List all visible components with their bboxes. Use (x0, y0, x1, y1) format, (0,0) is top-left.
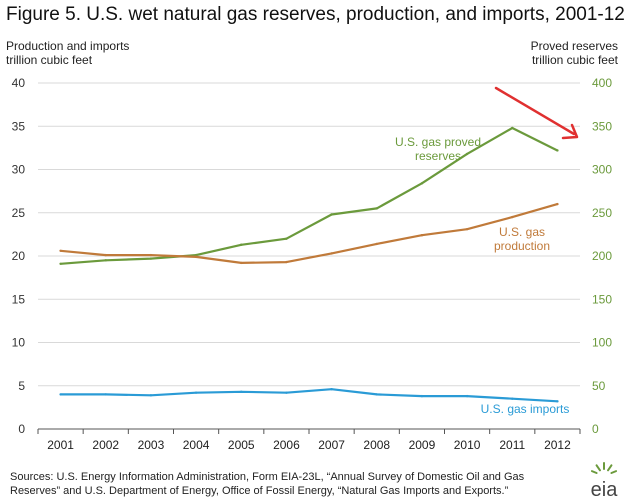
right-y-tick-label: 100 (592, 336, 612, 350)
data-point-reserves (465, 152, 469, 156)
line-chart: 0 0 5 50 10 100 15 150 20 200 25 250 30 300 35 350 40 400… (12, 76, 613, 452)
left-axis-title-line-2: trillion cubic feet (6, 53, 93, 67)
series-line-imports (60, 388, 558, 403)
data-point-imports (420, 394, 424, 398)
annotation-arrow-shaft (494, 86, 576, 136)
right-y-tick-label: 150 (592, 292, 612, 306)
x-tick-label: 2005 (228, 438, 255, 452)
source-note-line-1: Sources: U.S. Energy Information Adminis… (10, 471, 525, 483)
data-point-reserves (194, 253, 198, 257)
figure-title: Figure 5. U.S. wet natural gas reserves,… (6, 4, 625, 25)
x-tick-label: 2004 (183, 438, 210, 452)
x-tick-label: 2001 (47, 438, 74, 452)
x-tick-label: 2010 (454, 438, 481, 452)
data-point-reserves (330, 213, 333, 216)
source-note-line-2: Reserves” and U.S. Department of Energy,… (10, 485, 509, 497)
x-tick-label: 2006 (273, 438, 300, 452)
data-point-reserves (104, 259, 107, 262)
right-axis-title: Proved reserves trillion cubic feet (531, 39, 618, 67)
left-y-tick-label: 35 (12, 119, 26, 133)
data-point-production (511, 215, 514, 219)
data-point-reserves (285, 237, 288, 240)
right-y-tick-label: 200 (592, 249, 612, 263)
data-point-reserves (240, 243, 243, 246)
series-line-production (60, 203, 558, 264)
x-tick-label: 2007 (318, 438, 345, 452)
left-y-tick-label: 20 (12, 249, 26, 263)
data-point-imports (104, 393, 107, 396)
data-point-production (240, 261, 243, 265)
left-y-tick-label: 25 (12, 206, 26, 220)
data-point-production (330, 252, 333, 255)
series-label-reserves: U.S. gas proved (395, 135, 481, 149)
x-tick-label: 2008 (363, 438, 390, 452)
eia-logo-rays (590, 462, 618, 475)
data-point-imports (194, 391, 198, 394)
data-point-imports (465, 394, 469, 398)
right-y-tick-label: 50 (592, 379, 606, 393)
data-point-production (375, 242, 378, 246)
data-point-reserves (420, 182, 424, 185)
series-label-imports: U.S. gas imports (481, 402, 570, 416)
series-line-reserves (60, 126, 558, 265)
series-label-production: production (494, 239, 550, 253)
left-axis-title-line-1: Production and imports (6, 39, 130, 53)
right-y-tick-label: 350 (592, 119, 612, 133)
left-axis-title: Production and imports trillion cubic fe… (6, 39, 129, 67)
data-point-production (104, 253, 107, 257)
data-point-reserves (59, 262, 62, 265)
x-tick-label: 2003 (138, 438, 165, 452)
left-y-tick-label: 0 (18, 422, 25, 436)
data-point-imports (59, 393, 62, 396)
data-point-imports (375, 393, 378, 396)
x-tick-label: 2011 (499, 438, 525, 452)
series-label-production: U.S. gas (499, 225, 545, 239)
data-point-imports (149, 394, 153, 397)
data-point-reserves (556, 149, 559, 152)
data-point-reserves (511, 126, 514, 130)
series-label-reserves: reserves (415, 149, 461, 163)
left-y-tick-label: 10 (12, 336, 26, 350)
data-point-production (149, 253, 153, 257)
data-point-imports (556, 400, 559, 403)
eia-logo: eia (590, 462, 619, 500)
right-y-tick-label: 300 (592, 163, 612, 177)
right-axis-title-line-2: trillion cubic feet (531, 53, 618, 67)
data-point-production (465, 227, 469, 231)
data-point-production (420, 234, 424, 237)
data-point-reserves (149, 257, 153, 260)
right-axis-title-line-1: Proved reserves (530, 39, 618, 53)
annotation-arrow-head (561, 123, 579, 140)
left-y-tick-label: 30 (12, 163, 26, 177)
data-point-production (59, 249, 62, 253)
x-tick-label: 2012 (544, 438, 571, 452)
x-tick-label: 2002 (92, 438, 119, 452)
x-tick-label: 2009 (409, 438, 436, 452)
eia-logo-text: eia (591, 479, 619, 500)
data-point-production (194, 255, 198, 259)
data-point-imports (285, 391, 288, 394)
data-point-imports (330, 388, 333, 391)
data-point-imports (240, 390, 243, 394)
left-y-tick-label: 40 (12, 76, 26, 90)
data-point-production (285, 260, 288, 264)
left-y-tick-label: 15 (12, 292, 26, 306)
data-point-reserves (375, 207, 378, 210)
right-y-tick-label: 0 (592, 422, 599, 436)
right-y-tick-label: 250 (592, 206, 612, 220)
left-y-tick-label: 5 (18, 379, 25, 393)
data-point-production (556, 202, 559, 206)
data-point-imports (511, 397, 514, 400)
right-y-tick-label: 400 (592, 76, 612, 90)
